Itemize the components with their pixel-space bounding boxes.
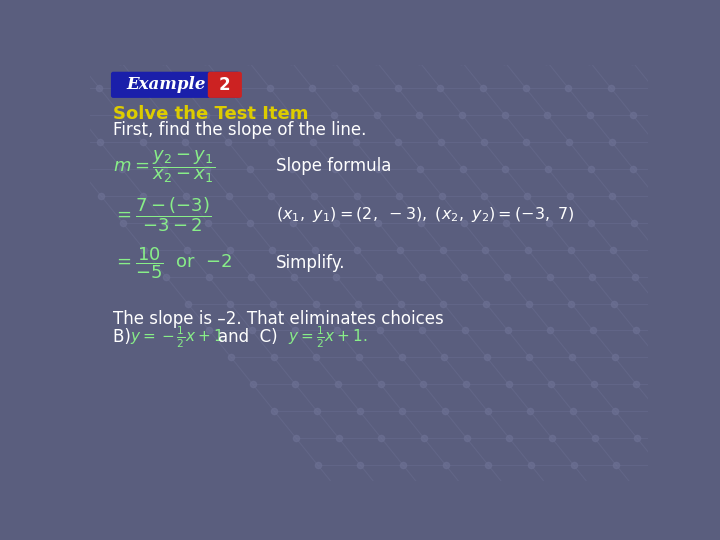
Text: $m = \dfrac{y_2 - y_1}{x_2 - x_1}$: $m = \dfrac{y_2 - y_1}{x_2 - x_1}$	[113, 148, 215, 185]
Text: Example: Example	[126, 76, 206, 93]
Text: Slope formula: Slope formula	[276, 158, 392, 176]
Text: $(x_1,\ y_1) = (2,\ -3),\ (x_2,\ y_2) = (-3,\ 7)$: $(x_1,\ y_1) = (2,\ -3),\ (x_2,\ y_2) = …	[276, 205, 575, 225]
Text: $y = \frac{1}{2}x + 1.$: $y = \frac{1}{2}x + 1.$	[287, 325, 367, 350]
FancyBboxPatch shape	[208, 72, 242, 98]
Text: Solve the Test Item: Solve the Test Item	[113, 105, 309, 123]
Text: B): B)	[113, 328, 136, 346]
Text: First, find the slope of the line.: First, find the slope of the line.	[113, 122, 366, 139]
Text: $= \dfrac{7 - (-3)}{-3 - 2}$: $= \dfrac{7 - (-3)}{-3 - 2}$	[113, 195, 212, 234]
Text: and  C): and C)	[218, 328, 283, 346]
Text: $= \dfrac{10}{-5}$  or  $-2$: $= \dfrac{10}{-5}$ or $-2$	[113, 245, 233, 280]
Text: 2: 2	[218, 76, 230, 94]
Text: Simplify.: Simplify.	[276, 254, 346, 272]
Text: The slope is –2. That eliminates choices: The slope is –2. That eliminates choices	[113, 310, 444, 328]
Text: $y = -\frac{1}{2}x + 1$: $y = -\frac{1}{2}x + 1$	[130, 325, 224, 350]
FancyBboxPatch shape	[111, 72, 240, 98]
